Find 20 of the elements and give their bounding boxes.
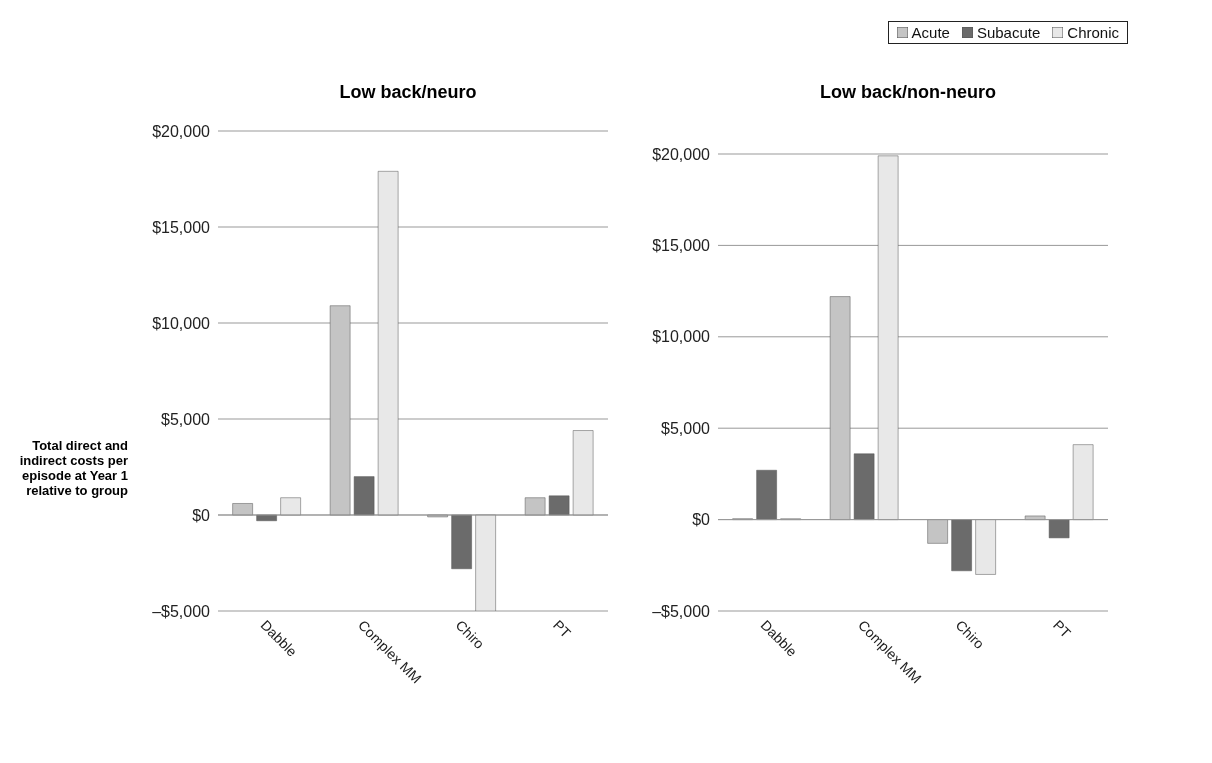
y-tick-label: –$5,000: [652, 602, 711, 620]
y-tick-label: $5,000: [161, 410, 211, 428]
y-tick-label: $15,000: [152, 218, 211, 236]
legend-label: Acute: [910, 24, 950, 41]
legend-label: Subacute: [975, 24, 1041, 41]
y-tick-label: $5,000: [661, 419, 711, 437]
legend-label: Chronic: [1066, 24, 1119, 41]
y-axis-title: Total direct and indirect costs per episode at Year 1 relative to group: [18, 438, 128, 498]
y-tick-label: $10,000: [152, 314, 211, 332]
y-tick-label: $0: [192, 506, 211, 524]
y-tick-label: $15,000: [652, 237, 711, 255]
y-tick-label: $0: [692, 511, 711, 529]
y-tick-label: –$5,000: [152, 602, 211, 620]
y-tick-label: $20,000: [652, 145, 711, 163]
x-tick-label: PT: [550, 616, 575, 642]
chart-title: Low back/neuro: [338, 82, 478, 103]
chart-title: Low back/non-neuro: [819, 82, 997, 103]
x-tick-label: PT: [1050, 616, 1075, 642]
y-tick-label: $10,000: [652, 328, 711, 346]
y-tick-label: $20,000: [152, 122, 211, 140]
